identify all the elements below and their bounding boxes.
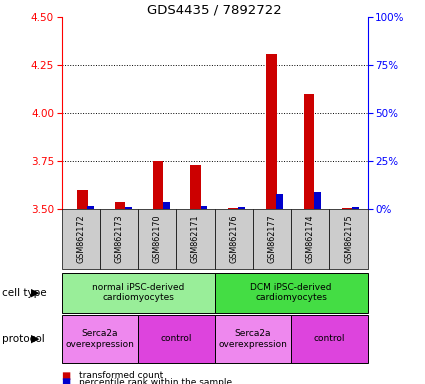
Text: GSM862172: GSM862172	[76, 215, 85, 263]
Text: percentile rank within the sample: percentile rank within the sample	[79, 378, 232, 384]
Text: GSM862177: GSM862177	[267, 215, 277, 263]
Title: GDS4435 / 7892722: GDS4435 / 7892722	[147, 3, 282, 16]
Text: normal iPSC-derived
cardiomyocytes: normal iPSC-derived cardiomyocytes	[92, 283, 184, 303]
Bar	[115, 202, 125, 209]
Text: cell type: cell type	[2, 288, 47, 298]
Text: GSM862176: GSM862176	[229, 215, 238, 263]
Text: ▶: ▶	[31, 334, 39, 344]
Text: Serca2a
overexpression: Serca2a overexpression	[218, 329, 287, 349]
Text: control: control	[314, 334, 345, 343]
Bar	[125, 207, 132, 209]
Bar	[238, 207, 245, 209]
Bar	[87, 207, 94, 209]
Bar	[190, 165, 201, 209]
Text: GSM862173: GSM862173	[114, 215, 124, 263]
Text: ▶: ▶	[31, 288, 39, 298]
Bar	[276, 194, 283, 209]
Text: ■: ■	[62, 377, 71, 384]
Text: GSM862175: GSM862175	[344, 215, 353, 263]
Text: GSM862171: GSM862171	[191, 215, 200, 263]
Text: Serca2a
overexpression: Serca2a overexpression	[65, 329, 134, 349]
Bar	[314, 192, 321, 209]
Text: control: control	[161, 334, 192, 343]
Text: transformed count: transformed count	[79, 371, 163, 380]
Bar	[153, 161, 163, 209]
Bar	[163, 202, 170, 209]
Bar	[304, 94, 314, 209]
Bar	[201, 207, 207, 209]
Bar	[352, 207, 359, 209]
Text: GSM862170: GSM862170	[153, 215, 162, 263]
Bar	[77, 190, 88, 209]
Text: protocol: protocol	[2, 334, 45, 344]
Bar	[266, 54, 277, 209]
Text: DCM iPSC-derived
cardiomyocytes: DCM iPSC-derived cardiomyocytes	[250, 283, 332, 303]
Text: ■: ■	[62, 371, 71, 381]
Text: GSM862174: GSM862174	[306, 215, 315, 263]
